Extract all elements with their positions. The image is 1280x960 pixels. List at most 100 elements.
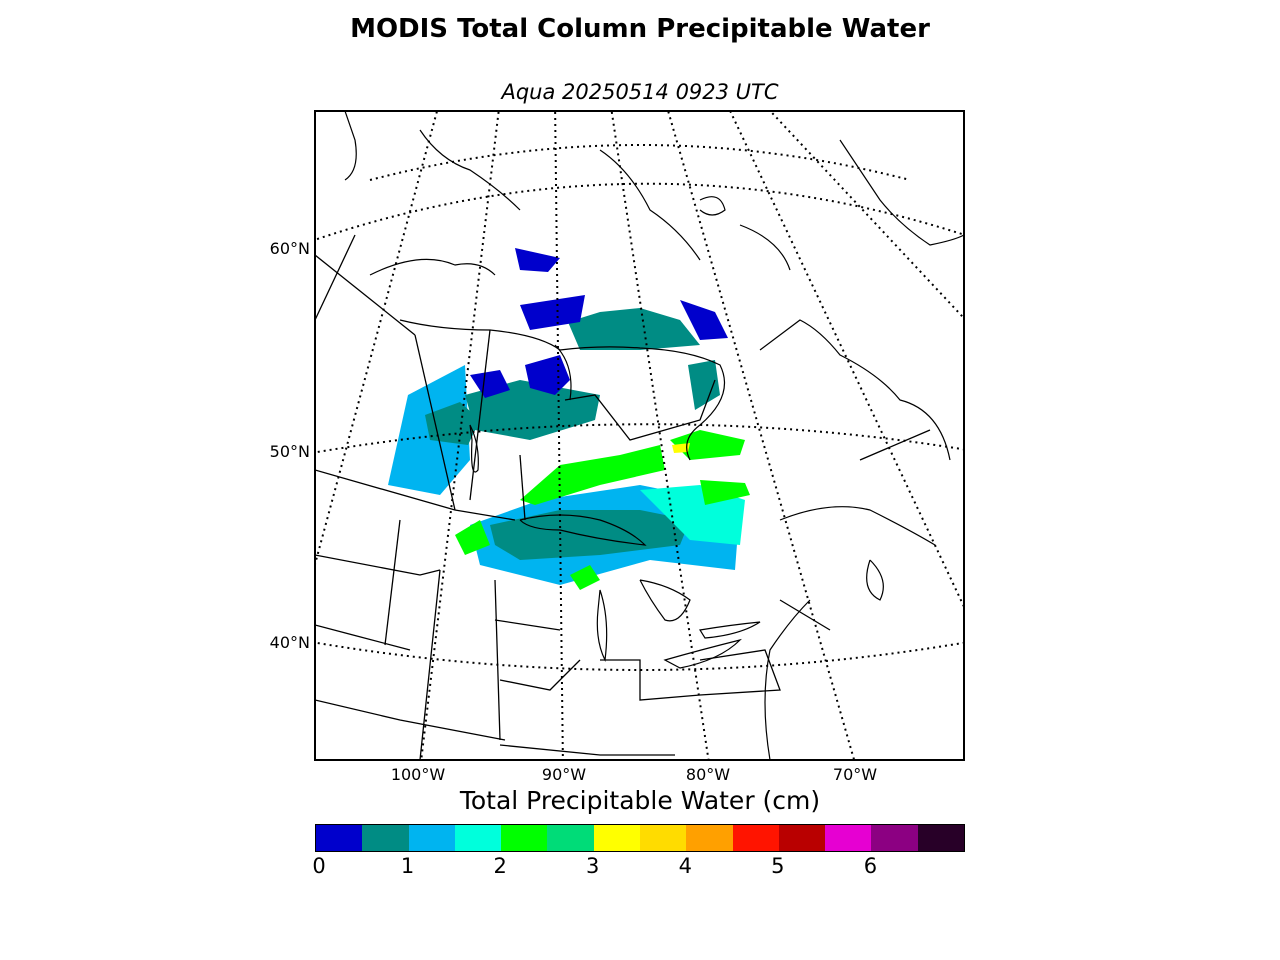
pw-region-south-teal xyxy=(490,510,690,560)
colorbar-segment-10 xyxy=(778,825,826,851)
colorbar-tick-0: 0 xyxy=(312,854,326,878)
lat-label-60n: 60°N xyxy=(269,239,310,258)
colorbar-segment-3 xyxy=(454,825,502,851)
lat-label-50n: 50°N xyxy=(269,442,310,461)
meridian-100w xyxy=(420,111,500,760)
meridian-90w xyxy=(554,111,564,760)
us-state-border xyxy=(419,569,441,760)
lake-michigan xyxy=(596,589,608,663)
colorbar-segment-6 xyxy=(593,825,640,851)
pw-region-central-teal xyxy=(465,380,600,440)
colorbar-tick-2: 2 xyxy=(493,854,507,878)
us-state-border xyxy=(315,699,506,741)
province-border-mb-on xyxy=(519,454,526,521)
pw-region-teal-east xyxy=(688,360,720,410)
coastline-hudson-west xyxy=(554,344,572,401)
coastline-labrador xyxy=(759,319,951,461)
colorbar-tick-5: 5 xyxy=(771,854,785,878)
colorbar-segment-1 xyxy=(362,825,409,851)
lat-label-40n: 40°N xyxy=(269,633,310,652)
province-border-nwt xyxy=(315,254,416,336)
us-state-border xyxy=(499,659,581,691)
parallel-50n xyxy=(315,423,964,454)
lon-label-100w: 100°W xyxy=(390,765,446,784)
pw-region-yellow-spot xyxy=(672,443,690,453)
meridian-70w xyxy=(667,111,856,760)
colorbar-segment-0 xyxy=(316,825,363,851)
us-state-border xyxy=(315,624,411,651)
map-title: MODIS Total Column Precipitable Water xyxy=(350,14,930,44)
coastline-southampton-island xyxy=(699,196,726,216)
us-canada-border-west xyxy=(315,469,516,521)
lon-label-80w: 80°W xyxy=(685,765,731,784)
precipitable-water-swath xyxy=(388,248,750,590)
coastline-arctic xyxy=(369,258,496,276)
coastline-archipelago xyxy=(419,129,521,211)
coastline-atlantic xyxy=(764,599,811,760)
coastline-st-lawrence xyxy=(779,506,936,546)
colorbar-segment-7 xyxy=(639,825,687,851)
political-borders xyxy=(315,234,931,760)
coastline-ungava xyxy=(739,224,791,271)
us-state-border xyxy=(600,659,701,701)
us-state-border xyxy=(494,579,501,741)
lake-superior xyxy=(519,514,647,546)
great-lakes xyxy=(469,424,761,669)
lon-label-70w: 70°W xyxy=(832,765,878,784)
lon-label-90w: 90°W xyxy=(541,765,587,784)
us-state-border xyxy=(699,649,781,696)
coastline-nova-scotia xyxy=(866,559,884,601)
pw-region-green-southwest xyxy=(455,520,490,555)
province-border-qc-nl xyxy=(859,429,931,461)
province-border-sk-mb xyxy=(469,329,491,501)
meridian-80w xyxy=(610,111,710,760)
lake-huron xyxy=(639,579,691,622)
colorbar-tick-4: 4 xyxy=(678,854,692,878)
colorbar-segment-12 xyxy=(871,825,918,851)
pw-region-west-teal xyxy=(425,402,480,445)
meridian-60w xyxy=(729,111,964,610)
map-frame xyxy=(314,110,965,761)
colorbar-segment-8 xyxy=(686,825,733,851)
map-subtitle: Aqua 20250514 0923 UTC xyxy=(501,80,779,104)
colorbar-tick-6: 6 xyxy=(863,854,878,878)
us-state-border xyxy=(494,619,561,631)
coastline-greenland xyxy=(839,139,964,246)
meridian-50w xyxy=(768,111,964,320)
colorbar-segment-11 xyxy=(825,825,872,851)
us-state-border xyxy=(384,519,401,646)
parallel-70n xyxy=(369,144,911,181)
pw-region-green-east xyxy=(700,480,750,505)
coastlines xyxy=(344,111,964,760)
parallel-40n xyxy=(315,641,964,671)
colorbar-segment-5 xyxy=(547,825,594,851)
pw-region-blue-north xyxy=(515,248,560,272)
pw-region-green-band xyxy=(520,445,665,505)
colorbar-segment-13 xyxy=(917,825,964,851)
us-state-border xyxy=(315,554,441,576)
province-border-alberta-sk xyxy=(414,334,456,511)
graticule-parallels xyxy=(315,144,964,671)
coastline-alaska xyxy=(344,111,357,181)
province-border-bc xyxy=(315,234,356,321)
province-border-on-mb xyxy=(564,379,716,441)
lake-winnipeg xyxy=(469,424,479,473)
lake-erie xyxy=(663,638,742,669)
pw-region-green-lake-michigan xyxy=(570,565,600,590)
colorbar xyxy=(315,824,965,852)
colorbar-segment-2 xyxy=(408,825,455,851)
pw-region-blue-west xyxy=(470,370,510,398)
colorbar-segment-9 xyxy=(732,825,779,851)
colorbar-tick-3: 3 xyxy=(586,854,600,878)
graticule-meridians xyxy=(315,111,964,760)
us-state-border xyxy=(779,599,831,631)
colorbar-tick-1: 1 xyxy=(400,854,415,878)
pw-region-blue-east xyxy=(680,300,728,340)
pw-region-blue-north-central xyxy=(520,295,585,330)
us-state-border xyxy=(499,744,675,756)
pw-region-hudson-teal xyxy=(568,308,700,350)
colorbar-label: Total Precipitable Water (cm) xyxy=(459,786,821,815)
colorbar-segment-4 xyxy=(501,825,548,851)
lake-ontario xyxy=(699,621,761,639)
